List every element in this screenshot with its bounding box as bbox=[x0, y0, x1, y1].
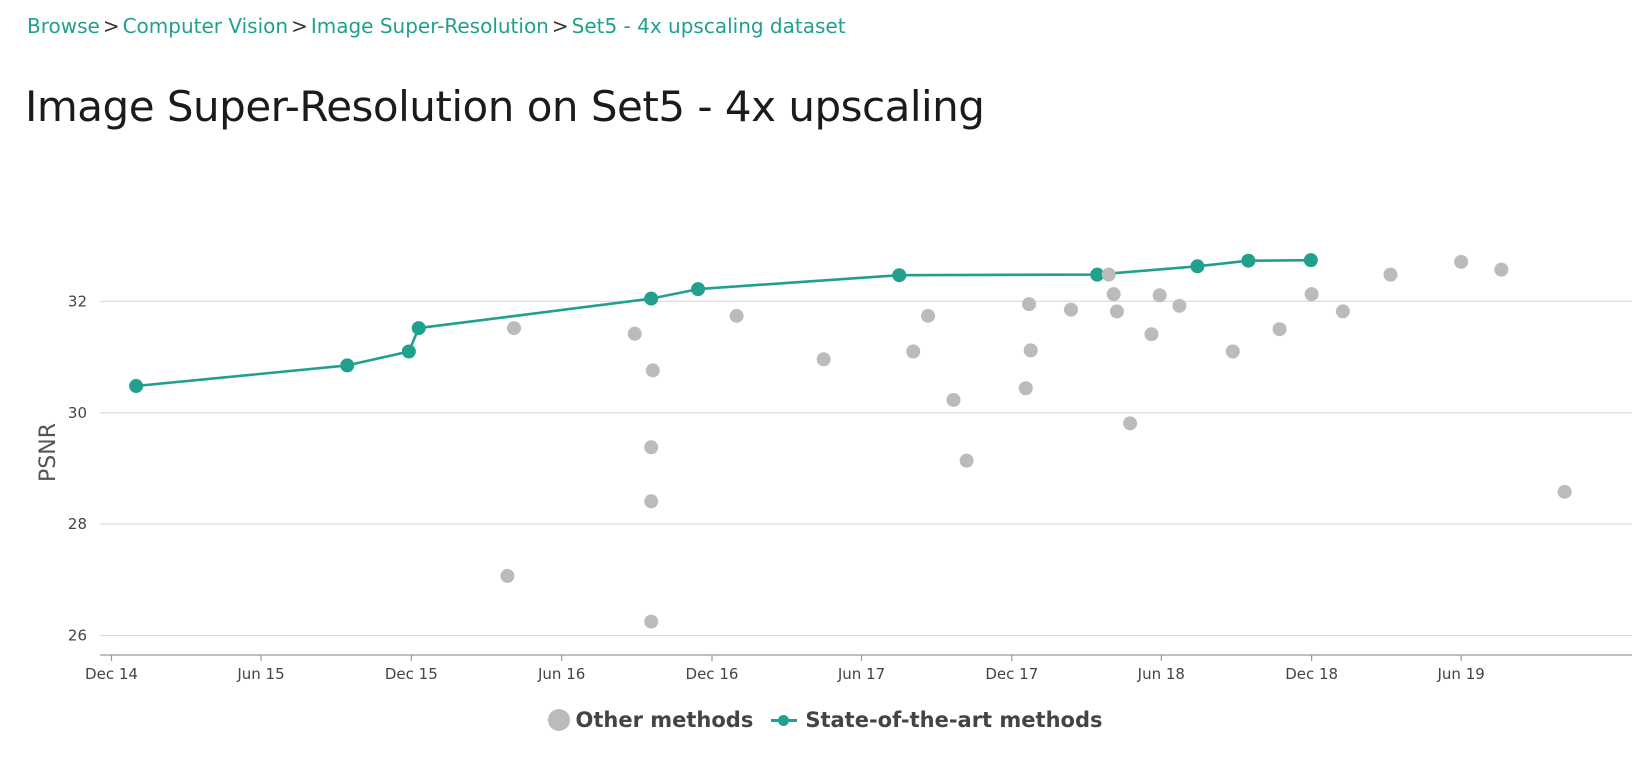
breadcrumb-dataset-link[interactable]: Set5 - 4x upscaling dataset bbox=[571, 14, 846, 38]
sota-data-point[interactable] bbox=[1090, 267, 1105, 282]
other-method-data-point[interactable] bbox=[644, 494, 659, 509]
breadcrumb-separator: > bbox=[291, 14, 308, 38]
x-tick-label: Dec 14 bbox=[85, 665, 138, 683]
other-method-data-point[interactable] bbox=[1022, 297, 1037, 312]
other-method-data-point[interactable] bbox=[1304, 287, 1319, 302]
other-method-data-point[interactable] bbox=[1225, 344, 1240, 359]
breadcrumb-browse-link[interactable]: Browse bbox=[27, 14, 100, 38]
other-method-data-point[interactable] bbox=[1383, 267, 1398, 282]
x-tick-label: Dec 15 bbox=[385, 665, 438, 683]
other-method-data-point[interactable] bbox=[816, 352, 831, 367]
legend-other-methods-marker bbox=[547, 709, 570, 731]
y-tick-label: 26 bbox=[68, 627, 87, 645]
other-method-data-point[interactable] bbox=[1152, 288, 1167, 303]
other-method-data-point[interactable] bbox=[645, 363, 660, 378]
other-method-data-point[interactable] bbox=[921, 308, 936, 323]
y-tick-label: 28 bbox=[68, 515, 87, 533]
sota-data-point[interactable] bbox=[129, 379, 144, 394]
sota-data-point[interactable] bbox=[1190, 259, 1205, 274]
x-tick-label: Jun 16 bbox=[537, 665, 585, 683]
breadcrumb-separator: > bbox=[102, 14, 120, 38]
other-method-data-point[interactable] bbox=[1018, 381, 1033, 396]
sota-data-point[interactable] bbox=[401, 344, 416, 359]
grid-lines bbox=[100, 300, 1632, 637]
breadcrumb-separator: > bbox=[551, 14, 569, 38]
other-method-data-point[interactable] bbox=[644, 614, 659, 629]
x-tick-label: Jun 19 bbox=[1436, 665, 1484, 683]
sota-data-point[interactable] bbox=[340, 358, 355, 373]
other-method-data-point[interactable] bbox=[1109, 304, 1124, 319]
other-method-data-point[interactable] bbox=[627, 326, 642, 341]
legend-item-other-methods[interactable]: Other methods bbox=[547, 708, 754, 732]
other-method-data-point[interactable] bbox=[959, 453, 974, 468]
other-method-data-point[interactable] bbox=[644, 440, 659, 455]
other-method-data-point[interactable] bbox=[1106, 287, 1121, 302]
other-method-data-point[interactable] bbox=[500, 568, 515, 583]
legend-other-methods-label: Other methods bbox=[575, 708, 754, 732]
other-method-data-point[interactable] bbox=[906, 344, 921, 359]
other-method-data-point[interactable] bbox=[1172, 298, 1187, 313]
other-method-data-point[interactable] bbox=[1557, 484, 1572, 499]
legend-item-sota-methods[interactable]: State-of-the-art methods bbox=[771, 708, 1102, 732]
sota-series bbox=[129, 253, 1318, 394]
other-method-data-point[interactable] bbox=[1023, 343, 1038, 358]
breadcrumb-computer-vision-link[interactable]: Computer Vision bbox=[122, 14, 289, 38]
page-title: Image Super-Resolution on Set5 - 4x upsc… bbox=[25, 82, 985, 131]
other-method-data-point[interactable] bbox=[1494, 262, 1509, 277]
other-method-data-point[interactable] bbox=[1272, 322, 1287, 337]
other-method-data-point[interactable] bbox=[1335, 304, 1350, 319]
x-tick-label: Jun 17 bbox=[837, 665, 885, 683]
x-tick-label: Jun 18 bbox=[1137, 665, 1185, 683]
other-method-data-point[interactable] bbox=[946, 392, 961, 407]
legend-sota-methods-label: State-of-the-art methods bbox=[805, 708, 1103, 732]
legend-sota-methods-marker bbox=[771, 714, 798, 726]
other-method-data-point[interactable] bbox=[1063, 302, 1078, 317]
other-methods-series bbox=[500, 254, 1572, 629]
sota-data-point[interactable] bbox=[1241, 253, 1256, 268]
sota-data-point[interactable] bbox=[644, 291, 659, 306]
other-method-data-point[interactable] bbox=[1144, 327, 1159, 342]
sota-trend-line bbox=[135, 258, 1311, 388]
x-tick-label: Dec 17 bbox=[985, 665, 1038, 683]
sota-data-point[interactable] bbox=[691, 282, 706, 297]
other-method-data-point[interactable] bbox=[1454, 254, 1469, 269]
other-method-data-point[interactable] bbox=[507, 321, 522, 336]
other-method-data-point[interactable] bbox=[1123, 416, 1138, 431]
other-method-data-point[interactable] bbox=[729, 308, 744, 323]
x-tick-label: Dec 16 bbox=[686, 665, 739, 683]
axes: 26 28 30 32 Dec 14 Jun 15 Dec 15 Jun 16 Dec 16 Ju… bbox=[68, 292, 1632, 683]
y-axis-label: PSNR bbox=[36, 423, 61, 482]
sota-data-point[interactable] bbox=[1303, 253, 1318, 268]
chart-legend: Other methods State-of-the-art methods bbox=[0, 708, 1650, 732]
y-tick-label: 30 bbox=[68, 404, 87, 422]
sota-data-point[interactable] bbox=[411, 321, 426, 336]
other-method-data-point[interactable] bbox=[1101, 267, 1116, 282]
breadcrumb: Browse > Computer Vision > Image Super-Resol… bbox=[27, 14, 846, 38]
x-tick-label: Jun 15 bbox=[236, 665, 284, 683]
y-tick-label: 32 bbox=[68, 292, 87, 310]
sota-data-point[interactable] bbox=[892, 268, 907, 283]
x-tick-label: Dec 18 bbox=[1285, 665, 1338, 683]
breadcrumb-image-super-resolution-link[interactable]: Image Super-Resolution bbox=[310, 14, 549, 38]
